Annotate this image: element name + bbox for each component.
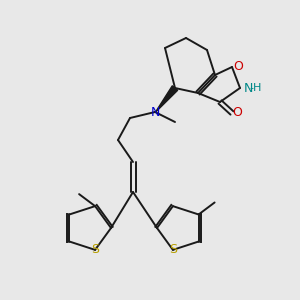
- Text: N: N: [150, 106, 160, 118]
- Text: S: S: [91, 243, 99, 256]
- Text: -H: -H: [250, 83, 262, 93]
- Polygon shape: [155, 86, 178, 112]
- Text: O: O: [232, 106, 242, 119]
- Text: O: O: [233, 59, 243, 73]
- Text: N: N: [243, 82, 253, 94]
- Text: S: S: [169, 243, 177, 256]
